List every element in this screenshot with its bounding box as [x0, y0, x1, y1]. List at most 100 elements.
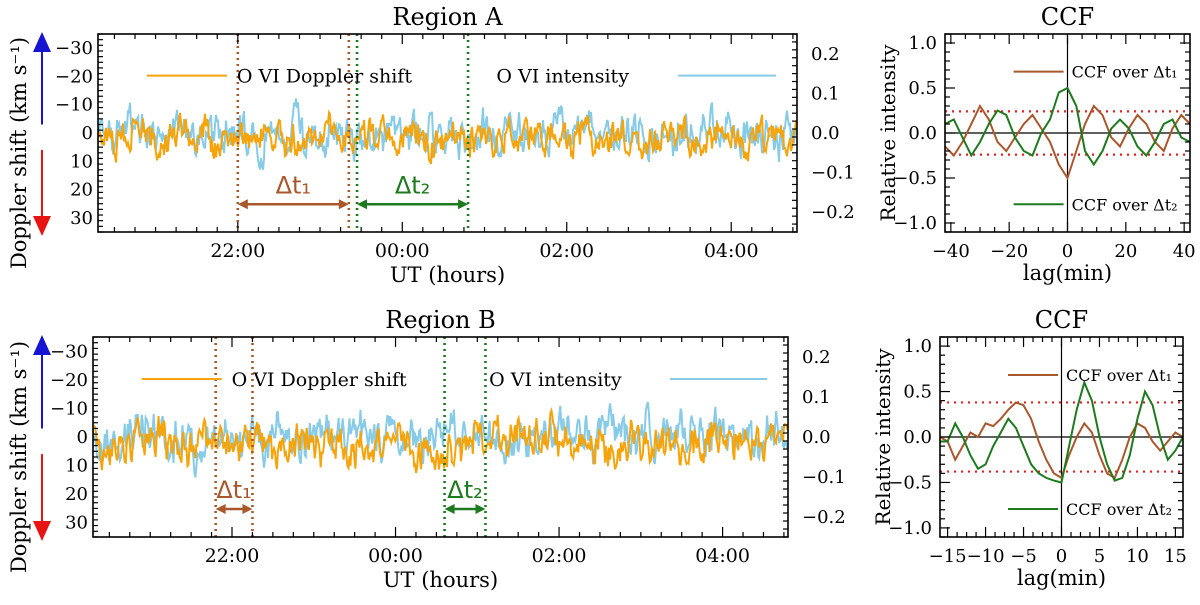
y-axis-label: Doppler shift (km s⁻¹): [7, 341, 31, 573]
timeseries-panel: Region B Δt₁ Δt₂ O VI Doppler shift O VI int…: [7, 306, 846, 592]
legend-intensity-label: O VI intensity: [496, 66, 629, 88]
blueshift-arrow-head: [33, 335, 51, 355]
dt2-label: Δt₂: [395, 171, 430, 199]
ccf-x-tick-label: 20: [1114, 241, 1137, 262]
x-tick-label: 04:00: [704, 240, 759, 262]
y-axis-label: Doppler shift (km s⁻¹): [7, 37, 31, 269]
x-tick-label: 00:00: [375, 240, 430, 262]
x-tick-label: 22:00: [210, 240, 265, 262]
ccf-y-axis-label: Relative intensity: [876, 44, 900, 222]
y2-tick-label: −0.1: [802, 467, 846, 488]
y-tick-label: −10: [55, 95, 93, 116]
ccf-x-tick-label: −15: [929, 546, 967, 567]
y2-tick-label: 0.0: [802, 427, 831, 448]
dt1-arrow-left: [215, 504, 226, 514]
y-tick-label: 30: [70, 208, 93, 229]
y2-tick-label: 0.2: [811, 44, 840, 65]
y-tick-label: 10: [65, 456, 88, 477]
doppler-line: [93, 407, 788, 474]
ccf-y-tick-label: 0.0: [903, 427, 932, 448]
ccf-panel: CCF CCF over Δt₁ CCF over Δt₂ 1.0 0.5 0.0 −0.5…: [876, 3, 1196, 285]
y2-tick-label: 0.1: [802, 387, 831, 408]
ccf-x-tick-label: −20: [990, 241, 1028, 262]
y-tick-label: −10: [50, 398, 88, 419]
ccf-y-tick-label: −1.0: [893, 213, 937, 234]
ccf-title: CCF: [1035, 306, 1088, 334]
ccf2-line: [945, 86, 1190, 167]
legend-ccf1-label: CCF over Δt₁: [1072, 63, 1178, 82]
y-tick-label: 0: [77, 427, 88, 448]
y2-tick-label: −0.2: [802, 507, 846, 528]
y-tick-label: 0: [82, 123, 93, 144]
dt1-label: Δt₁: [276, 171, 311, 199]
plot-frame: [97, 33, 798, 233]
ccf-y-tick-label: −0.5: [893, 168, 937, 189]
plot-frame: [92, 336, 789, 538]
ccf-x-tick-label: 40: [1173, 241, 1196, 262]
ccf-x-tick-label: −5: [1010, 546, 1037, 567]
panel-title: Region B: [385, 306, 495, 334]
ccf-x-axis-label: lag(min): [1023, 261, 1112, 285]
y-tick-label: −20: [50, 370, 88, 391]
x-tick-label: 02:00: [539, 240, 594, 262]
legend-ccf1-label: CCF over Δt₁: [1066, 366, 1172, 385]
ccf-y-axis-label: Relative intensity: [871, 348, 895, 526]
dt1-arrow-right: [338, 199, 349, 210]
ccf-y-tick-label: 1.0: [908, 33, 937, 54]
x-axis-label: UT (hours): [383, 568, 498, 592]
y-tick-label: 20: [70, 180, 93, 201]
ccf-x-tick-label: 15: [1164, 546, 1187, 567]
ccf-y-tick-label: −1.0: [888, 518, 932, 539]
ccf-y-tick-label: −0.5: [888, 472, 932, 493]
x-tick-label: 02:00: [532, 545, 587, 567]
legend-doppler-label: O VI Doppler shift: [232, 369, 407, 391]
doppler-line: [98, 109, 797, 165]
ccf2-line: [940, 379, 1183, 484]
timeseries-panel: Region A Δt₁ Δt₂ O VI Doppler shift O VI int…: [7, 3, 855, 287]
blueshift-arrow-head: [33, 32, 51, 52]
y-tick-label: −30: [50, 341, 88, 362]
panel-title: Region A: [392, 3, 503, 31]
x-tick-label: 00:00: [368, 545, 423, 567]
legend-ccf2-label: CCF over Δt₂: [1072, 195, 1178, 214]
y2-tick-label: −0.2: [811, 202, 855, 223]
legend-ccf2-label: CCF over Δt₂: [1066, 500, 1172, 519]
x-tick-label: 22:00: [205, 545, 260, 567]
dt1-label: Δt₁: [216, 476, 251, 504]
ccf-x-tick-label: −10: [967, 546, 1005, 567]
y2-tick-label: 0.0: [811, 123, 840, 144]
ccf-y-tick-label: 0.5: [908, 78, 937, 99]
ccf-y-tick-label: 0.0: [908, 123, 937, 144]
x-tick-label: 04:00: [695, 545, 750, 567]
ccf-title: CCF: [1041, 3, 1094, 31]
dt2-arrow-left: [357, 199, 368, 210]
dt1-arrow-left: [237, 199, 248, 210]
ccf-x-tick-label: 0: [1056, 546, 1067, 567]
ccf-x-tick-label: 0: [1062, 241, 1073, 262]
redshift-arrow-head: [33, 216, 51, 236]
legend-doppler-label: O VI Doppler shift: [237, 66, 412, 88]
ccf-x-tick-label: −40: [932, 241, 970, 262]
y-tick-label: 30: [65, 513, 88, 534]
dt2-label: Δt₂: [447, 476, 482, 504]
ccf-x-tick-label: 5: [1094, 546, 1105, 567]
ccf-y-tick-label: 0.5: [903, 382, 932, 403]
y-tick-label: 20: [65, 484, 88, 505]
ccf-x-tick-label: 10: [1126, 546, 1149, 567]
y2-tick-label: −0.1: [811, 163, 855, 184]
legend-intensity-label: O VI intensity: [489, 369, 622, 391]
y-tick-label: −30: [55, 38, 93, 59]
dt1-arrow-right: [242, 504, 253, 514]
ccf-y-tick-label: 1.0: [903, 336, 932, 357]
y-tick-label: 10: [70, 151, 93, 172]
dt2-arrow-right: [458, 199, 469, 210]
ccf-panel: CCF CCF over Δt₁ CCF over Δt₂ 1.0 0.5 0.0 −0.5…: [871, 306, 1187, 590]
dt2-arrow-right: [475, 504, 486, 514]
ccf-x-axis-label: lag(min): [1017, 566, 1106, 590]
dt2-arrow-left: [444, 504, 455, 514]
ccf1-line: [945, 103, 1190, 181]
y-tick-label: −20: [55, 66, 93, 87]
x-axis-label: UT (hours): [390, 263, 505, 287]
redshift-arrow-head: [33, 521, 51, 541]
